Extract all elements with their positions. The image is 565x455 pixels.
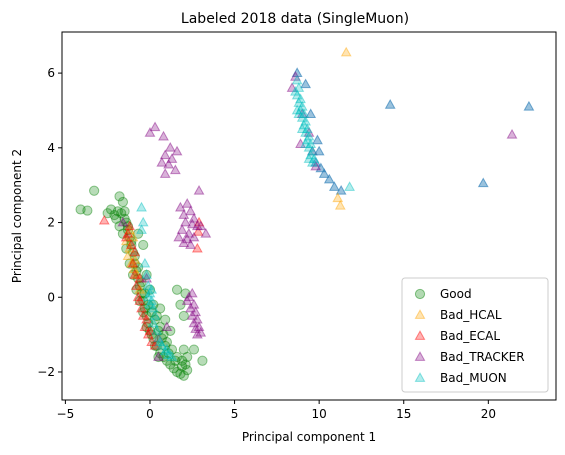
data-point-bad-tracker [150, 122, 159, 130]
data-point-bad-tracker [194, 186, 203, 194]
legend-label: Good [440, 287, 472, 301]
data-point-bad-tracker [159, 132, 168, 140]
y-tick-label: 0 [47, 290, 55, 304]
data-point-bad-tracker [201, 229, 210, 237]
chart-title: Labeled 2018 data (SingleMuon) [181, 11, 409, 27]
data-point-good [172, 285, 181, 294]
data-point-bad-tracker [174, 233, 183, 241]
data-point-bad-tracker [507, 130, 516, 138]
y-tick-label: −2 [37, 365, 55, 379]
data-point-bad-tracker [157, 158, 166, 166]
data-point-bad-hcal [336, 201, 345, 209]
data-point-extra [386, 100, 395, 108]
data-point-bad-muon [140, 259, 149, 267]
data-point-bad-hcal [333, 193, 342, 201]
data-point-extra [524, 102, 533, 110]
y-tick-label: 4 [47, 141, 55, 155]
data-point-good [112, 214, 121, 223]
data-point-bad-tracker [166, 143, 175, 151]
data-point-good [139, 240, 148, 249]
x-axis-label: Principal component 1 [242, 430, 376, 444]
data-point-extra [313, 136, 322, 144]
legend-label: Bad_MUON [440, 371, 507, 385]
data-point-good [90, 186, 99, 195]
data-point-extra [301, 80, 310, 88]
data-point-good [161, 315, 170, 324]
data-point-extra [479, 179, 488, 187]
y-tick-label: 6 [47, 66, 55, 80]
x-tick-label: 20 [481, 407, 496, 421]
data-point-bad-muon [139, 218, 148, 226]
legend-label: Bad_ECAL [440, 329, 500, 343]
data-point-extra [330, 182, 339, 190]
y-axis: −2 0 2 4 6 [37, 66, 62, 379]
x-tick-label: 15 [396, 407, 411, 421]
data-point-good [198, 356, 207, 365]
x-tick-label: −5 [57, 407, 75, 421]
legend: Good Bad_HCAL Bad_ECAL Bad_TRACKER Bad_MUON [402, 278, 548, 392]
data-point-bad-hcal [342, 48, 351, 56]
y-axis-label: Principal component 2 [10, 149, 24, 283]
data-point-good [120, 207, 129, 216]
legend-marker-good [415, 289, 424, 298]
x-tick-label: 5 [231, 407, 239, 421]
data-point-bad-muon [345, 182, 354, 190]
data-point-good [179, 311, 188, 320]
data-point-bad-tracker [161, 169, 170, 177]
x-axis: −5 0 5 10 15 20 [57, 400, 496, 421]
x-tick-label: 0 [146, 407, 154, 421]
legend-label: Bad_HCAL [440, 308, 502, 322]
data-point-good [179, 345, 188, 354]
data-point-good [118, 197, 127, 206]
data-point-good [83, 206, 92, 215]
data-point-good [189, 345, 198, 354]
x-tick-label: 10 [312, 407, 327, 421]
y-tick-label: 2 [47, 216, 55, 230]
data-point-bad-muon [137, 203, 146, 211]
legend-label: Bad_TRACKER [440, 350, 525, 364]
